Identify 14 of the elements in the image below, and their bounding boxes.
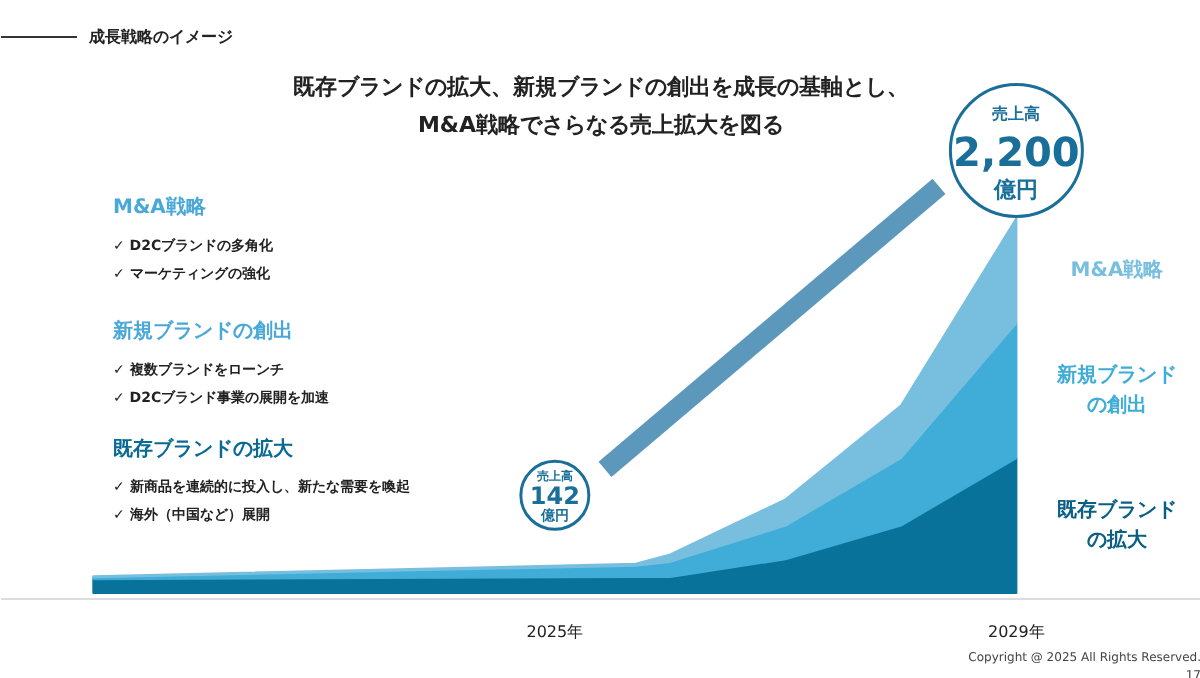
text: 新規ブランドの創出 <box>1055 362 1177 417</box>
annotation: 新規ブランドの創出 <box>111 318 293 343</box>
text: 売上高 <box>992 103 1041 124</box>
annotation: 既存ブランドの拡大 <box>113 436 295 461</box>
x-tick-label: 2025年 <box>526 623 584 641</box>
chart-title: 成長戦略のイメージ <box>87 27 233 46</box>
text: 2,200 <box>953 127 1080 176</box>
annotation: 142 <box>529 482 580 511</box>
text: M&A戦略 <box>1070 257 1166 282</box>
text: 既存ブランドの拡大 <box>1057 497 1177 552</box>
chart-subtitle: 既存ブランドの拡大、新規ブランドの創出を成長の基軸とし、M&A戦略でさらなる売上拡大を図る <box>293 73 909 138</box>
text: 億円 <box>992 177 1039 204</box>
x-tick-label: 2029年 <box>988 623 1045 641</box>
annotation: M&A戦略 <box>113 195 208 220</box>
